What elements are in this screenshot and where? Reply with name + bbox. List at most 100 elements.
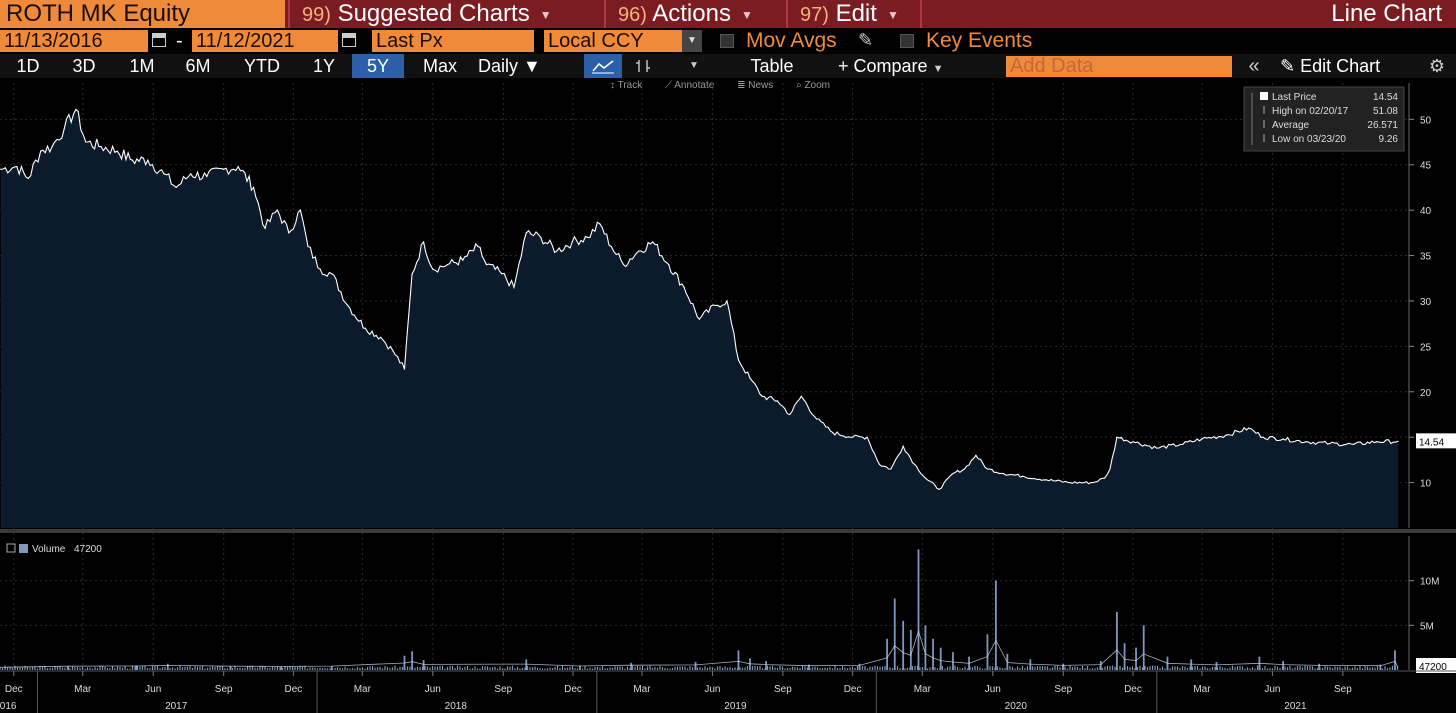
price-point (652, 241, 654, 243)
bar-chart-icon[interactable] (626, 54, 660, 78)
menu-label: Actions (652, 0, 731, 27)
chart-tools: ↕ Track ⟋ Annotate ≣ News ⌕ Zoom (610, 80, 850, 91)
price-point (147, 159, 149, 161)
price-point (307, 245, 309, 248)
calendar-icon[interactable] (152, 33, 166, 47)
price-point (586, 236, 589, 238)
period-6m[interactable]: 6M (185, 56, 211, 76)
mov-avgs-checkbox[interactable] (720, 34, 734, 48)
volume-tick-label: 5M (1420, 621, 1434, 632)
price-point (100, 145, 102, 148)
period-1y[interactable]: 1Y (312, 56, 336, 76)
currency-selector[interactable]: Local CCY (544, 30, 682, 52)
price-point (1353, 443, 1355, 446)
news-tool[interactable]: ≣ News (737, 80, 774, 91)
x-tick-label: Dec (844, 684, 862, 695)
volume-legend-value: 47200 (74, 544, 102, 555)
price-line (0, 108, 1399, 490)
x-tick-label: Sep (215, 684, 233, 695)
x-tick-label: Sep (774, 684, 792, 695)
line-chart-icon[interactable] (584, 54, 622, 78)
calendar-icon[interactable] (342, 33, 356, 47)
x-year-label: 2016 (0, 701, 17, 712)
period-ytd[interactable]: YTD (244, 56, 280, 76)
zoom-tool[interactable]: ⌕ Zoom (796, 80, 831, 91)
x-tick-label: Jun (985, 684, 1001, 695)
price-point (952, 472, 954, 475)
price-point (264, 227, 266, 229)
add-data-input[interactable]: Add Data (1006, 56, 1232, 77)
x-tick-label: Dec (5, 684, 23, 695)
period-1d[interactable]: 1D (16, 56, 40, 76)
price-tick-label: 20 (1420, 388, 1432, 399)
price-point (832, 432, 834, 434)
price-point (513, 286, 515, 288)
price-point (1282, 438, 1284, 440)
price-point (737, 359, 740, 361)
price-point (878, 463, 881, 466)
key-events-label[interactable]: Key Events (926, 29, 1033, 52)
last-price-tag-box (1416, 433, 1456, 449)
chevron-down-icon[interactable]: ▼ (682, 30, 702, 52)
track-tool[interactable]: ↕ Track (610, 80, 643, 91)
price-point (890, 468, 892, 470)
pencil-icon: ✎ (1280, 56, 1296, 76)
price-point (1156, 447, 1158, 449)
price-point (175, 186, 177, 189)
edit-menu[interactable]: 97) Edit ▼ (786, 0, 920, 28)
price-point (556, 250, 558, 252)
x-tick-label: Mar (1193, 684, 1211, 695)
period-3d[interactable]: 3D (72, 56, 96, 76)
period-1m[interactable]: 1M (129, 56, 155, 76)
legend-value: 51.08 (1373, 106, 1398, 117)
price-point (1225, 434, 1227, 436)
actions-menu[interactable]: 96) Actions ▼ (604, 0, 784, 28)
menu-number: 96) (618, 4, 647, 26)
end-date-field[interactable]: 11/12/2021 (192, 30, 338, 52)
annotate-tool[interactable]: ⟋ Annotate (665, 80, 715, 91)
price-point (40, 150, 42, 152)
frequency-selector[interactable]: Daily ▼ (478, 54, 544, 78)
x-tick-label: Jun (145, 684, 161, 695)
period-5y[interactable]: 5Y (352, 54, 404, 78)
table-button[interactable]: Table (750, 56, 794, 76)
price-point (1104, 477, 1106, 479)
price-point (1022, 475, 1024, 477)
price-point (610, 245, 612, 248)
ticker-field[interactable]: ROTH MK Equity (0, 0, 285, 28)
menu-number: 97) (800, 4, 829, 26)
price-point (714, 304, 717, 307)
last-price-tag: 14.54 (1419, 437, 1444, 448)
x-year-label: 2020 (1005, 701, 1028, 712)
price-tick-label: 45 (1420, 161, 1432, 172)
collapse-icon[interactable]: « (1248, 55, 1260, 77)
compare-label: + Compare (838, 56, 928, 76)
volume-legend-label: Volume (32, 544, 66, 555)
price-volume-chart[interactable]: 1015202530354045505M10M14.5447200DecMarJ… (0, 79, 1456, 713)
start-date-field[interactable]: 11/13/2016 (0, 30, 148, 52)
x-tick-label: Jun (1264, 684, 1280, 695)
chevron-down-icon[interactable]: ▼ (689, 60, 699, 71)
pencil-icon[interactable]: ✎ (858, 30, 874, 50)
suggested-charts-menu[interactable]: 99) Suggested Charts ▼ (288, 0, 602, 28)
price-point (364, 327, 367, 329)
period-max[interactable]: Max (422, 56, 457, 76)
price-point (1397, 440, 1399, 442)
x-tick-label: Mar (633, 684, 651, 695)
price-point (331, 273, 333, 275)
price-point (540, 236, 542, 238)
legend-box (1243, 86, 1405, 152)
price-point (1069, 481, 1071, 484)
key-events-checkbox[interactable] (900, 34, 914, 48)
price-point (852, 436, 854, 438)
chevron-down-icon: ▼ (539, 7, 552, 22)
gear-icon[interactable]: ⚙ (1428, 56, 1446, 76)
price-point (924, 477, 926, 479)
compare-button[interactable]: + Compare ▼ (838, 54, 984, 78)
price-point (432, 268, 434, 270)
price-point (0, 168, 2, 170)
edit-chart-button[interactable]: ✎ Edit Chart (1280, 54, 1410, 78)
price-point (63, 127, 65, 130)
field-selector[interactable]: Last Px (372, 30, 534, 52)
mov-avgs-label[interactable]: Mov Avgs (746, 29, 837, 52)
